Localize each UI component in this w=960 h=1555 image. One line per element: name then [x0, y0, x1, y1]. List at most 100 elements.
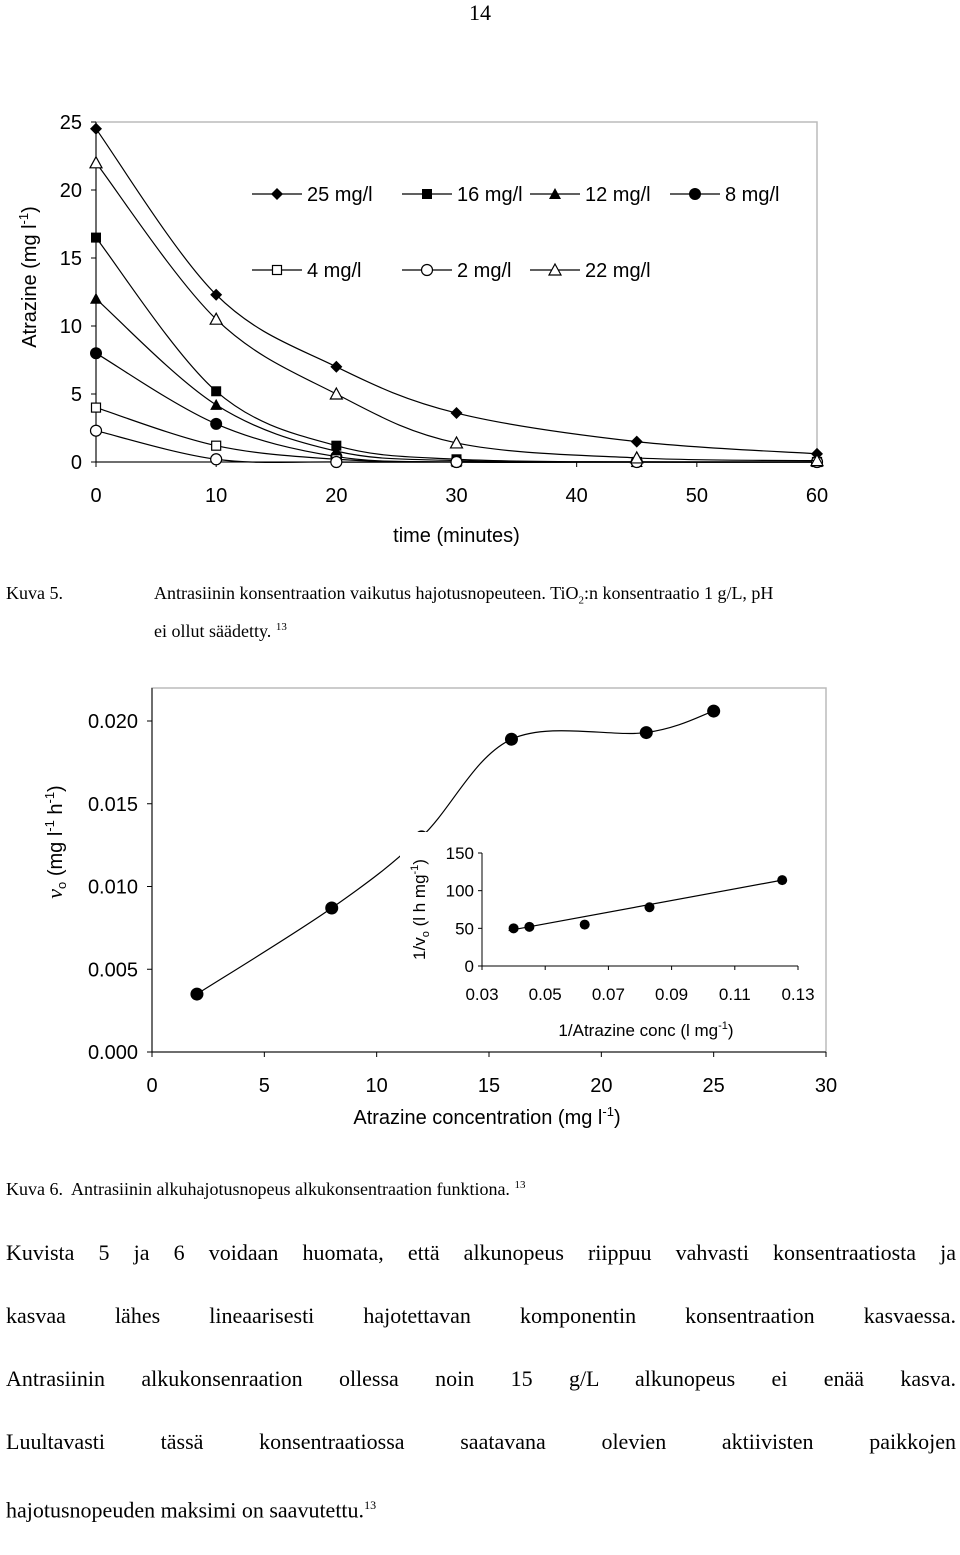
- figure-6-caption-ref: 13: [514, 1179, 526, 1191]
- data-point: [209, 311, 224, 325]
- data-point: [190, 987, 204, 1001]
- y-tick-label: 0.020: [88, 711, 138, 733]
- data-point: [90, 122, 102, 135]
- x-tick-label: 60: [806, 485, 828, 507]
- inset-x-tick-label: 0.05: [529, 985, 562, 1004]
- body-line-3: Antrasiinin alkukonsenraation ollessa no…: [6, 1366, 956, 1391]
- y-tick-label: 5: [71, 384, 82, 406]
- data-point: [210, 288, 223, 301]
- inset-y-tick-label: 150: [446, 844, 474, 863]
- data-point: [211, 440, 222, 451]
- legend-marker: [420, 263, 434, 277]
- legend-label: 25 mg/l: [307, 184, 373, 206]
- x-tick-label: 20: [590, 1075, 612, 1097]
- y-tick-label: 15: [60, 248, 82, 270]
- figure-5-caption: Kuva 5. Antrasiinin konsentraation vaiku…: [6, 580, 956, 644]
- inset-chart: 0 50 100 150 0.03 0.05 0.07 0.09 0.11 0.13 1/Atraz…: [400, 832, 820, 1042]
- y-axis-title-close: ): [45, 785, 67, 792]
- inset-data-point: [579, 919, 590, 930]
- x-axis-title-text: Atrazine concentration (mg l: [353, 1107, 602, 1129]
- inset-x-tick-label: 0.13: [781, 985, 814, 1004]
- series-line-2mgl: [95, 430, 817, 464]
- inset-background: [400, 832, 820, 1042]
- legend-label: 2 mg/l: [457, 260, 511, 282]
- series-line-25mgl: [95, 128, 818, 455]
- data-point: [325, 901, 339, 915]
- figure-5-caption-sub: 2: [578, 594, 584, 607]
- legend-label: 16 mg/l: [457, 184, 523, 206]
- data-point: [630, 435, 643, 448]
- figure-5-caption-text-b: :n konsentraatio 1 g/L, pH: [583, 583, 774, 603]
- legend-marker: [271, 188, 283, 200]
- legend-marker: [271, 264, 283, 276]
- data-point: [639, 726, 653, 740]
- y-axis-title: Atrazine (mg l-1): [16, 206, 41, 348]
- figure-5-chart: 0 5 10 15 20 25 0 10 20 30 40 50 60 time (minutes) Atr…: [16, 112, 828, 547]
- y-axis-title-v: v: [42, 889, 67, 899]
- inset-y-tick-label: 0: [465, 957, 474, 976]
- x-tick-label: 40: [566, 485, 588, 507]
- data-point: [210, 453, 223, 466]
- x-axis-title: time (minutes): [393, 525, 520, 547]
- data-point: [211, 386, 222, 397]
- inset-y-axis-title-close: ): [410, 859, 429, 865]
- y-tick-label: 0: [71, 452, 82, 474]
- body-line-4: Luultavasti tässä konsentraatiossa saata…: [6, 1429, 956, 1454]
- y-axis-title-o: o: [54, 882, 69, 889]
- x-axis-title-sup: -1: [602, 1104, 614, 1119]
- data-point: [90, 402, 102, 413]
- x-tick-label: 25: [703, 1075, 725, 1097]
- x-tick-label: 20: [325, 485, 347, 507]
- data-point: [449, 435, 464, 449]
- data-point: [88, 155, 104, 169]
- inset-x-axis-title: 1/Atrazine conc (l mg-1): [558, 1020, 733, 1040]
- data-point: [210, 417, 223, 430]
- body-line-5-text: hajotusnopeuden maksimi on saavutettu.: [6, 1497, 365, 1523]
- inset-x-axis-title-close: ): [728, 1021, 734, 1040]
- x-tick-label: 50: [686, 485, 708, 507]
- body-ref: 13: [364, 1498, 377, 1512]
- y-tick-label: 10: [60, 316, 82, 338]
- x-tick-label: 5: [259, 1075, 270, 1097]
- page-number: 14: [469, 0, 491, 25]
- legend-marker: [549, 188, 561, 199]
- data-point: [329, 386, 344, 400]
- y-axis-title-close: ): [19, 206, 41, 213]
- data-point: [809, 453, 825, 467]
- data-point: [330, 455, 343, 469]
- y-tick-label: 25: [60, 112, 82, 134]
- x-tick-label: 30: [815, 1075, 837, 1097]
- inset-y-axis-title: 1/vo (l h mg-1): [409, 859, 432, 960]
- figure-5-caption-line2: ei ollut säädetty.: [154, 620, 272, 641]
- body-line-2: kasvaa lähes lineaarisesti hajotettavan …: [6, 1303, 956, 1328]
- y-axis-title-text: Atrazine (mg l: [19, 224, 41, 347]
- inset-data-point: [524, 921, 535, 932]
- inset-y-axis-title-o: o: [420, 931, 432, 937]
- y-axis-title: vo (mg l-1 h-1): [42, 785, 69, 898]
- inset-x-tick-label: 0.09: [655, 985, 688, 1004]
- inset-y-tick-label: 100: [446, 882, 474, 901]
- legend-label: 22 mg/l: [585, 260, 651, 282]
- inset-x-axis-title-sup: -1: [718, 1020, 728, 1032]
- data-point: [707, 704, 721, 718]
- y-axis-title-sup: -1: [16, 213, 31, 225]
- figure-5-caption-text-a: Antrasiinin konsentraation vaikutus hajo…: [154, 583, 579, 603]
- x-tick-label: 0: [146, 1075, 157, 1097]
- data-point: [89, 424, 103, 437]
- x-tick-label: 10: [366, 1075, 388, 1097]
- figure-5-caption-label: Kuva 5.: [6, 583, 63, 603]
- inset-y-axis-title-a: 1/v: [410, 937, 429, 960]
- inset-y-axis-title-sup: -1: [409, 865, 421, 875]
- data-point: [450, 407, 463, 420]
- figure-6-caption-label: Kuva 6.: [6, 1179, 63, 1199]
- data-point: [90, 347, 102, 360]
- data-point: [330, 360, 343, 373]
- series-line-22mgl: [95, 162, 818, 462]
- y-tick-label: 0.010: [88, 877, 138, 899]
- x-tick-label: 0: [90, 485, 101, 507]
- legend-label: 12 mg/l: [585, 184, 651, 206]
- y-tick-label: 20: [60, 180, 82, 202]
- y-axis-title-sup2: -1: [42, 792, 57, 804]
- body-line-5: hajotusnopeuden maksimi on saavutettu.13: [6, 1492, 956, 1555]
